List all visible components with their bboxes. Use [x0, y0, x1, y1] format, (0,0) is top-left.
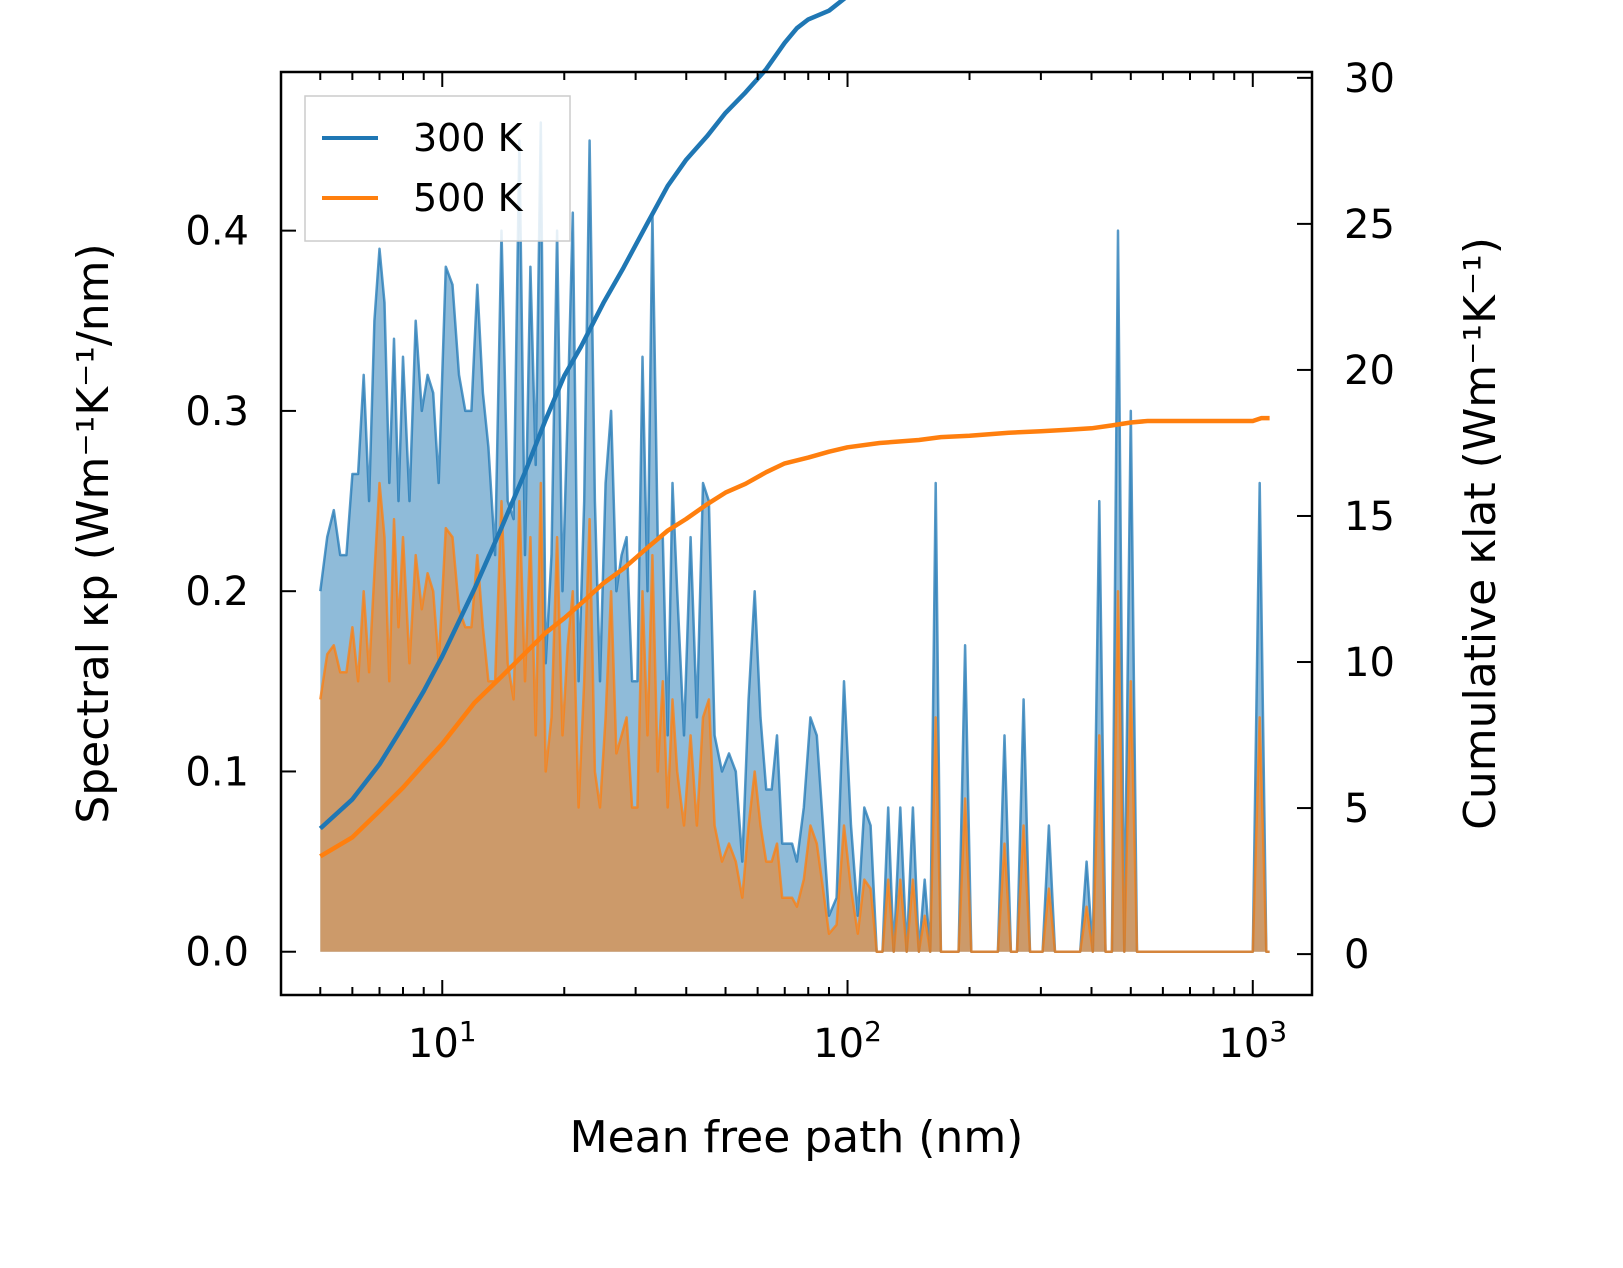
y-right-tick-label: 20: [1344, 348, 1395, 394]
legend-label-300k: 300 K: [413, 116, 524, 160]
spectral-line-500k: [319, 481, 1270, 953]
y-right-tick-label: 5: [1344, 786, 1369, 832]
y-left-tick-label: 0.2: [185, 569, 249, 615]
y-axis-label-left: Spectral κp (Wm⁻¹K⁻¹/nm): [68, 243, 119, 823]
x-tick-label: 101: [408, 1015, 477, 1067]
y-left-tick-label: 0.4: [185, 209, 249, 255]
tick-layer: 101 102 103 0.0 0.1 0.2 0.3 0.4 0 5 10 15 20 25 30: [185, 56, 1395, 1067]
cumulative-line-300k: [318, 0, 847, 831]
legend-box: [304, 95, 571, 242]
x-axis-label: Mean free path (nm): [570, 1112, 1024, 1163]
spectral-line-layer: [319, 121, 1270, 953]
y-right-tick-label: 10: [1344, 640, 1395, 686]
y-right-tick-label: 0: [1344, 932, 1369, 978]
x-tick-label: 102: [813, 1015, 882, 1067]
plot-frame: [279, 70, 1314, 997]
y-left-tick-label: 0.3: [185, 389, 249, 435]
cumulative-line-500k: [319, 415, 1270, 859]
y-right-tick-label: 30: [1344, 56, 1395, 102]
legend-label-500k: 500 K: [413, 176, 524, 220]
cumulative-line-layer: [318, 0, 1270, 859]
legend: 300 K 500 K: [304, 95, 571, 242]
y-left-tick-label: 0.1: [185, 749, 249, 795]
x-tick-label: 103: [1218, 1015, 1287, 1067]
y-left-tick-label: 0.0: [185, 930, 249, 976]
y-right-tick-label: 25: [1344, 202, 1395, 248]
y-axis-label-right: Cumulative κlat (Wm⁻¹K⁻¹): [1455, 237, 1506, 830]
y-right-tick-label: 15: [1344, 494, 1395, 540]
